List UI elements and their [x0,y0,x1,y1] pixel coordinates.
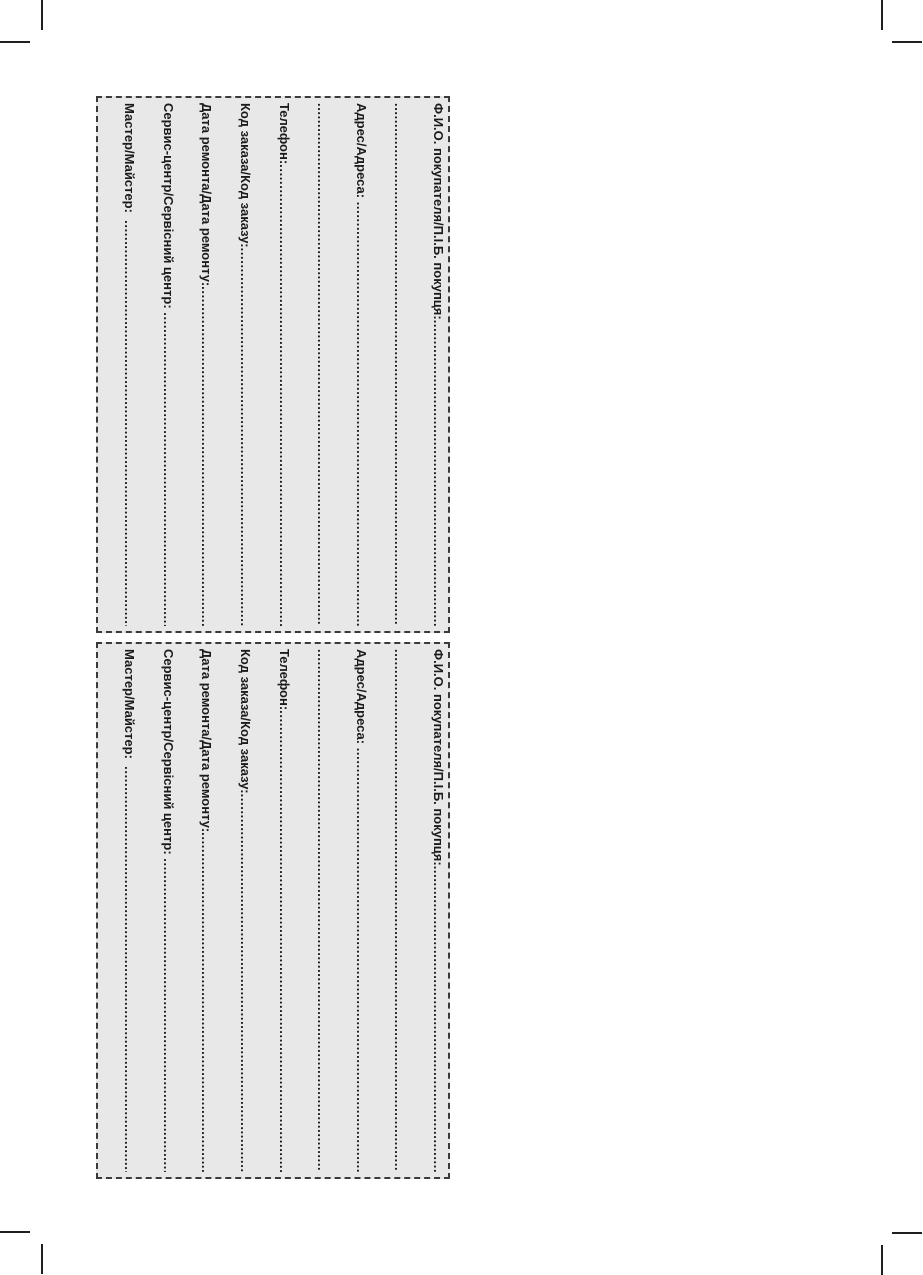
field-label: Адрес/Адреса: [353,103,369,202]
field-buyer-name: Ф.И.О. покупателя/П.І.Б. покупця:.......… [407,649,446,1172]
dotted-fill-line: ........................................… [315,103,331,626]
dotted-fill-line: ........................................… [161,858,176,1172]
dotted-fill-line: ........................................… [199,832,214,1172]
field-master: Мастер/Майстер: ........................… [99,103,138,626]
field-address: Адрес/Адреса: ..........................… [330,103,369,626]
coupon-rotated-content: Ф.И.О. покупателя/П.І.Б. покупця:.......… [98,644,448,1177]
field-label: Адрес/Адреса: [353,649,369,748]
dotted-fill-line: ........................................… [199,286,214,626]
dotted-fill-line: ........................................… [431,320,446,626]
crop-mark-bottom-right-vertical [881,1245,883,1275]
field-service-center: Сервис-центр/Сервісний центр: ..........… [137,103,176,626]
dotted-fill-line: ........................................… [392,103,408,626]
dotted-fill-line: ........................................… [315,649,331,1172]
field-buyer-name: Ф.И.О. покупателя/П.І.Б. покупця:.......… [407,103,446,626]
fill-line: ........................................… [292,649,331,1172]
crop-mark-top-left-horizontal [0,41,30,43]
fill-line: ........................................… [369,649,408,1172]
field-label: Сервис-центр/Сервісний центр: [160,649,176,859]
crop-mark-bottom-left-horizontal [0,1231,30,1233]
field-master: Мастер/Майстер: ........................… [99,649,138,1172]
dotted-fill-line: ........................................… [431,866,446,1172]
dotted-fill-line: ........................................… [353,201,369,626]
field-phone: Телефон:................................… [253,649,292,1172]
dotted-fill-line: ........................................… [276,164,292,626]
field-label: Мастер/Майстер: [122,103,138,221]
fill-line: ........................................… [292,103,331,626]
field-repair-date: Дата ремонта/Дата ремонту:..............… [176,649,215,1172]
field-label: Ф.И.О. покупателя/П.І.Б. покупця: [431,103,446,320]
field-repair-date: Дата ремонта/Дата ремонту:..............… [176,103,215,626]
dotted-fill-line: ........................................… [238,793,254,1172]
field-label: Ф.И.О. покупателя/П.І.Б. покупця: [431,649,446,866]
dotted-fill-line: ........................................… [392,649,408,1172]
crop-mark-bottom-right-horizontal [892,1232,922,1234]
field-phone: Телефон:................................… [253,103,292,626]
field-label: Дата ремонта/Дата ремонту: [199,103,215,287]
dotted-fill-line: ........................................… [161,312,176,626]
field-label: Код заказа/Код заказу: [238,649,254,794]
field-label: Дата ремонта/Дата ремонту: [199,649,215,833]
dotted-fill-line: ........................................… [276,710,292,1172]
field-address: Адрес/Адреса: ..........................… [330,649,369,1172]
dotted-fill-line: ........................................… [122,220,138,626]
crop-mark-top-left-vertical [41,0,43,30]
field-label: Телефон: [276,649,292,711]
coupon-rotated-content: Ф.И.О. покупателя/П.І.Б. покупця:.......… [98,98,448,631]
dotted-fill-line: ........................................… [353,747,369,1172]
field-order-code: Код заказа/Код заказу:..................… [214,103,253,626]
field-service-center: Сервис-центр/Сервісний центр: ..........… [137,649,176,1172]
dotted-fill-line: ........................................… [122,766,138,1172]
warranty-coupon-1: Ф.И.О. покупателя/П.І.Б. покупця:.......… [96,96,450,633]
field-label: Сервис-центр/Сервісний центр: [160,103,176,313]
fill-line: ........................................… [369,103,408,626]
field-label: Мастер/Майстер: [122,649,138,767]
crop-mark-top-right-vertical [881,0,883,30]
dotted-fill-line: ........................................… [238,247,254,626]
field-label: Код заказа/Код заказу: [238,103,254,248]
crop-mark-bottom-left-vertical [41,1244,43,1274]
field-order-code: Код заказа/Код заказу:..................… [214,649,253,1172]
field-label: Телефон: [276,103,292,165]
warranty-coupon-2: Ф.И.О. покупателя/П.І.Б. покупця:.......… [96,642,450,1179]
crop-mark-top-right-horizontal [892,41,922,43]
